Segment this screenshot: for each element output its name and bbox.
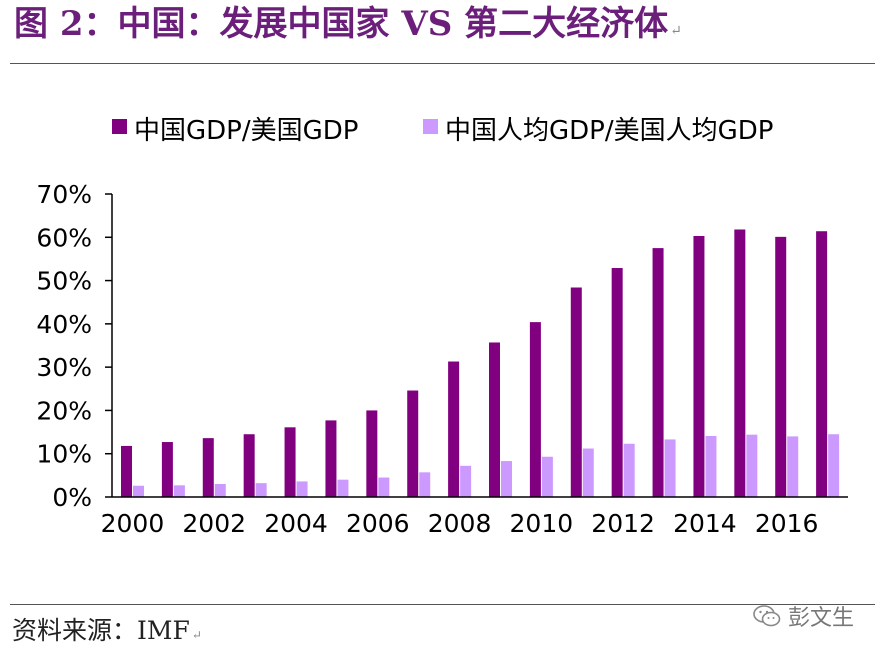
bar-per-capita-gdp-ratio-2011 xyxy=(582,448,594,497)
bar-china-gdp-ratio-2015 xyxy=(734,229,746,497)
source-note: 资料来源：IMF ↵ xyxy=(12,611,202,647)
watermark-text: 彭文生 xyxy=(788,606,855,631)
return-mark: ↵ xyxy=(191,628,202,642)
bar-china-gdp-ratio-2012 xyxy=(611,268,623,497)
x-tick-label: 2008 xyxy=(428,509,492,538)
bar-per-capita-gdp-ratio-2003 xyxy=(255,483,267,497)
x-tick-label: 2004 xyxy=(264,509,328,538)
y-tick-label: 30% xyxy=(36,353,92,382)
y-tick-label: 50% xyxy=(36,267,92,296)
x-tick-label: 2000 xyxy=(101,509,165,538)
bar-china-gdp-ratio-2007 xyxy=(407,390,419,497)
bar-per-capita-gdp-ratio-2017 xyxy=(828,434,840,497)
legend-label-per-capita-gdp-ratio: 中国人均GDP/美国人均GDP xyxy=(445,116,773,146)
x-tick-label: 2006 xyxy=(346,509,410,538)
bar-per-capita-gdp-ratio-2016 xyxy=(787,436,799,497)
bar-china-gdp-ratio-2016 xyxy=(775,236,787,498)
bar-china-gdp-ratio-2013 xyxy=(652,248,664,497)
bar-china-gdp-ratio-2006 xyxy=(366,410,378,497)
legend-label-china-gdp-ratio: 中国GDP/美国GDP xyxy=(134,116,358,146)
bar-per-capita-gdp-ratio-2012 xyxy=(623,443,635,497)
watermark: 彭文生 xyxy=(752,600,854,632)
y-tick-label: 10% xyxy=(36,440,92,469)
source-text: 资料来源：IMF xyxy=(12,616,190,645)
bar-per-capita-gdp-ratio-2013 xyxy=(664,439,676,497)
wechat-icon xyxy=(753,605,781,627)
x-axis-ticks: 2000 2002 2004 2006 2008 2010 2012 2014 2016 xyxy=(101,509,819,538)
bar-per-capita-gdp-ratio-2004 xyxy=(296,481,308,497)
bar-per-capita-gdp-ratio-2001 xyxy=(173,485,185,497)
bar-china-gdp-ratio-2008 xyxy=(448,361,460,497)
legend-swatch-china-gdp-ratio xyxy=(112,119,127,134)
y-tick-label: 0% xyxy=(52,483,92,512)
bar-china-gdp-ratio-2011 xyxy=(570,287,582,497)
bar-per-capita-gdp-ratio-2010 xyxy=(541,456,553,497)
top-rule xyxy=(10,63,875,64)
y-tick-label: 40% xyxy=(36,310,92,339)
bar-per-capita-gdp-ratio-2014 xyxy=(705,435,717,497)
y-tick-label: 20% xyxy=(36,396,92,425)
y-tick-label: 70% xyxy=(36,180,92,209)
legend: 中国GDP/美国GDP 中国人均GDP/美国人均GDP xyxy=(112,116,773,146)
bar-per-capita-gdp-ratio-2000 xyxy=(133,485,144,497)
bar-china-gdp-ratio-2000 xyxy=(121,445,132,497)
bar-per-capita-gdp-ratio-2005 xyxy=(337,479,349,497)
y-tick-label: 60% xyxy=(36,223,92,252)
return-mark: ↵ xyxy=(670,23,682,39)
bar-per-capita-gdp-ratio-2006 xyxy=(378,477,390,497)
bar-china-gdp-ratio-2002 xyxy=(202,438,214,497)
bar-china-gdp-ratio-2005 xyxy=(325,420,337,497)
y-axis-ticks: 0% 10% 20% 30% 40% 50% 60% 70% xyxy=(36,180,112,512)
figure-title: 图 2：中国：发展中国家 VS 第二大经济体 ↵ xyxy=(14,4,682,44)
bar-china-gdp-ratio-2017 xyxy=(816,231,828,497)
bar-china-gdp-ratio-2003 xyxy=(243,434,255,497)
x-tick-label: 2016 xyxy=(755,509,819,538)
x-tick-label: 2012 xyxy=(591,509,655,538)
bar-chart: 中国GDP/美国GDP 中国人均GDP/美国人均GDP 0% 10% 20% 30% 4… xyxy=(36,116,848,538)
legend-swatch-per-capita-gdp-ratio xyxy=(423,119,438,134)
bar-per-capita-gdp-ratio-2002 xyxy=(214,484,226,497)
x-tick-label: 2014 xyxy=(673,509,737,538)
bar-per-capita-gdp-ratio-2009 xyxy=(501,461,512,497)
x-tick-label: 2002 xyxy=(182,509,246,538)
x-tick-label: 2010 xyxy=(510,509,574,538)
bar-china-gdp-ratio-2010 xyxy=(529,322,541,497)
bar-china-gdp-ratio-2014 xyxy=(693,235,705,498)
figure-title-text: 图 2：中国：发展中国家 VS 第二大经济体 xyxy=(14,4,669,44)
bar-china-gdp-ratio-2001 xyxy=(161,442,173,497)
axes xyxy=(111,194,848,498)
bar-china-gdp-ratio-2009 xyxy=(489,342,500,497)
bottom-rule xyxy=(10,604,875,605)
bar-china-gdp-ratio-2004 xyxy=(284,427,296,497)
bar-per-capita-gdp-ratio-2015 xyxy=(746,434,758,497)
bar-per-capita-gdp-ratio-2008 xyxy=(460,465,472,497)
bars xyxy=(121,229,840,498)
bar-per-capita-gdp-ratio-2007 xyxy=(419,472,431,497)
